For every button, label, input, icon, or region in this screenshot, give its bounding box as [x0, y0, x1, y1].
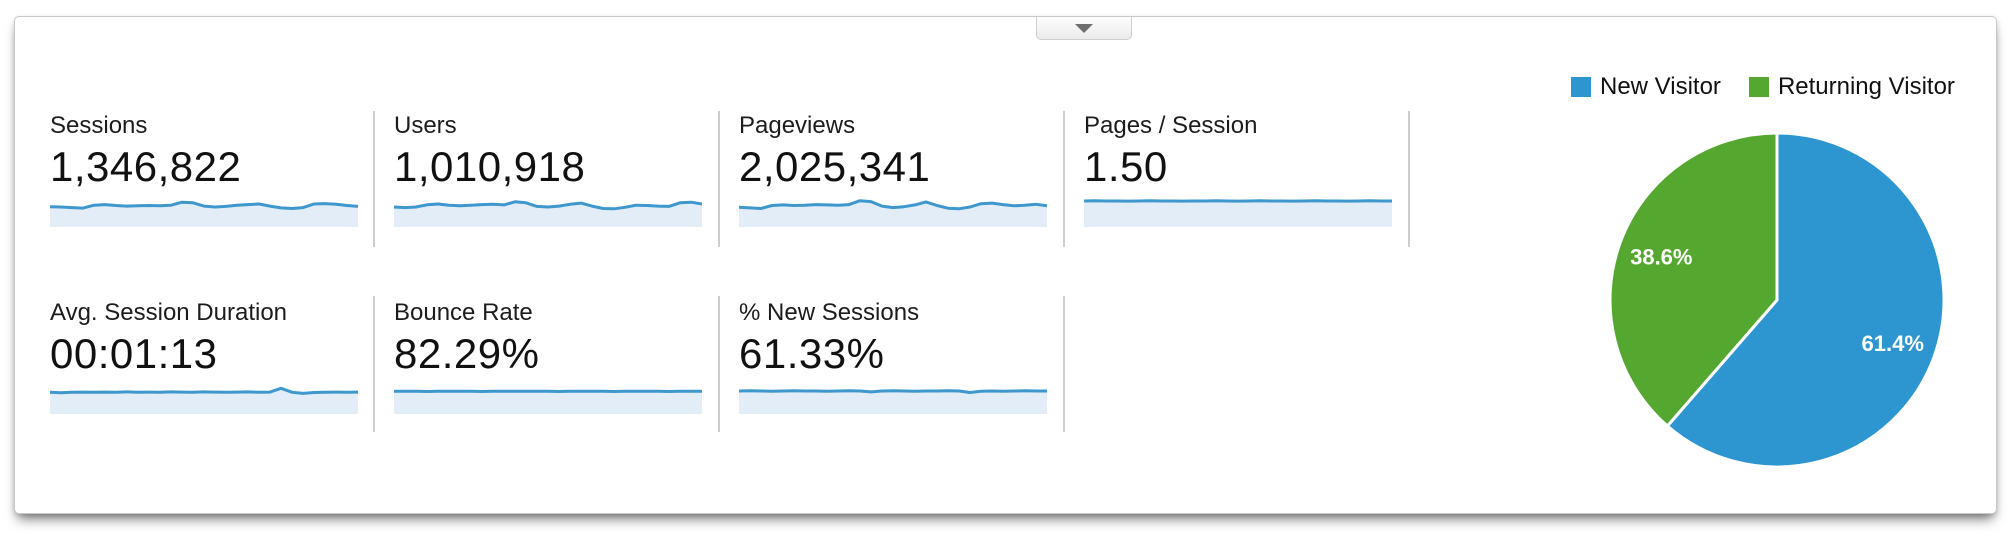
avg-session-duration-sparkline: [50, 386, 358, 414]
divider: [718, 111, 720, 247]
divider: [1408, 111, 1410, 247]
metric-tile-sessions[interactable]: Sessions 1,346,822: [50, 113, 358, 229]
metric-label: Users: [394, 112, 457, 139]
new-visitor-swatch-icon: [1571, 77, 1591, 97]
divider: [373, 296, 375, 432]
pie-legend: New Visitor Returning Visitor: [1571, 73, 1955, 101]
legend-item-returning-visitor: Returning Visitor: [1748, 73, 1955, 101]
metric-label: Avg. Session Duration: [50, 299, 288, 326]
metric-tile-users[interactable]: Users 1,010,918: [394, 113, 702, 229]
pages-per-session-sparkline: [1084, 199, 1392, 227]
sessions-sparkline: [50, 200, 358, 227]
returning-visitor-swatch-icon: [1748, 77, 1769, 97]
pie-slice-new-visitor: [1665, 131, 1946, 469]
metric-value: 1,010,918: [394, 143, 586, 190]
collapse-toggle-button[interactable]: [1036, 17, 1132, 40]
metric-value: 2,025,341: [739, 143, 931, 190]
pageviews-sparkline: [739, 199, 1047, 227]
legend-label: New Visitor: [1600, 73, 1721, 100]
pie-slice-label: 61.4%: [1862, 331, 1924, 356]
bounce-rate-sparkline: [394, 389, 702, 414]
visitor-split-pie-chart: 61.4% 38.6%: [1608, 131, 1946, 469]
users-sparkline: [394, 200, 702, 227]
metric-label: % New Sessions: [739, 299, 920, 326]
metric-value: 1.50: [1084, 143, 1168, 190]
metric-tile-pageviews[interactable]: Pageviews 2,025,341: [739, 113, 1047, 229]
pie-slice-returning-visitor: [1608, 131, 1779, 428]
metric-tile-avg-session-duration[interactable]: Avg. Session Duration 00:01:13: [50, 300, 358, 416]
metric-value: 1,346,822: [50, 143, 242, 190]
legend-label: Returning Visitor: [1777, 73, 1955, 100]
caret-down-icon: [1075, 24, 1093, 33]
metric-value: 61.33%: [739, 330, 885, 377]
metric-value: 82.29%: [394, 330, 540, 377]
metric-tile-bounce-rate[interactable]: Bounce Rate 82.29%: [394, 300, 702, 416]
metric-tile-percent-new-sessions[interactable]: % New Sessions 61.33%: [739, 300, 1047, 416]
legend-item-new-visitor: New Visitor: [1571, 73, 1721, 101]
metric-label: Pageviews: [739, 112, 856, 139]
metric-label: Pages / Session: [1084, 112, 1258, 139]
audience-overview-panel: Sessions 1,346,822 Users 1,010,918 Pagev…: [14, 16, 1997, 514]
divider: [1063, 296, 1065, 432]
divider: [1063, 111, 1065, 247]
percent-new-sessions-sparkline: [739, 389, 1047, 414]
metric-tile-pages-per-session[interactable]: Pages / Session 1.50: [1084, 113, 1392, 229]
metric-value: 00:01:13: [50, 330, 218, 377]
divider: [373, 111, 375, 247]
metric-label: Sessions: [50, 112, 148, 139]
pie-slice-label: 38.6%: [1630, 244, 1692, 269]
metric-label: Bounce Rate: [394, 299, 533, 326]
divider: [718, 296, 720, 432]
